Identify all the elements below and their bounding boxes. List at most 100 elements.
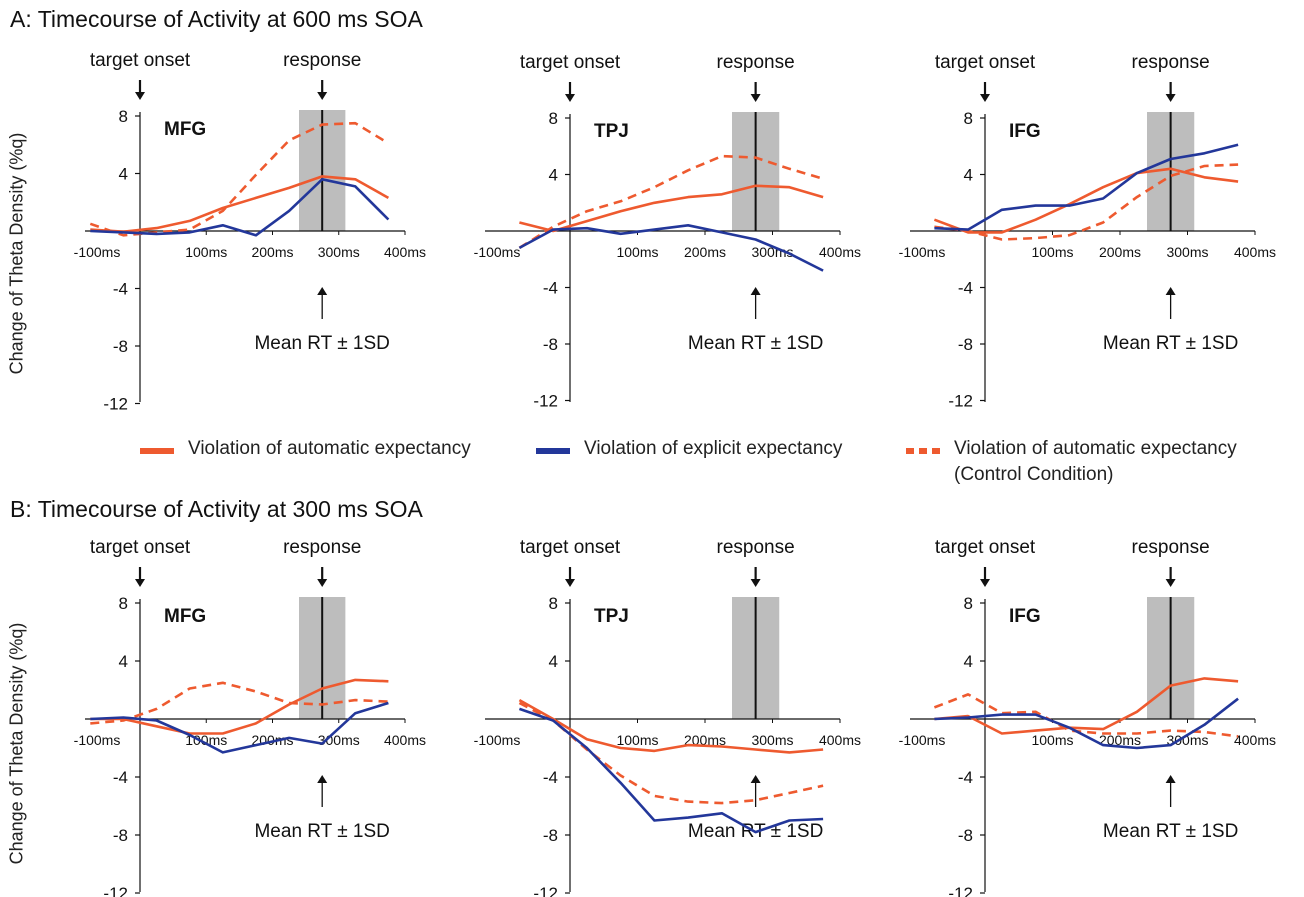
panel-a-tpj-explicit-line bbox=[518, 224, 824, 272]
panel-a-ifg-response-label: response bbox=[1132, 52, 1210, 73]
panel-a-mfg-y-tick-label: -4 bbox=[113, 280, 128, 299]
panel-b-mfg-y-tick-label: 8 bbox=[119, 594, 128, 613]
legend-label-2: (Control Condition) bbox=[954, 464, 1114, 485]
panel-b-tpj-response-arrow-head bbox=[750, 579, 761, 587]
panel-b-tpj-y-tick-label: 8 bbox=[549, 594, 558, 613]
panel-b-tpj-target-onset-label: target onset bbox=[520, 537, 621, 558]
panel-a-tpj-region-label: TPJ bbox=[594, 121, 629, 142]
panel-b-tpj-target-onset-arrow-head bbox=[565, 579, 575, 587]
panel-b-tpj-x-tick-label: 200ms bbox=[684, 732, 726, 748]
panel-b-mfg-x-tick-label: 400ms bbox=[384, 732, 426, 748]
panel-b-mfg-target-onset-label: target onset bbox=[90, 537, 191, 558]
panel-a-tpj-y-tick-label: 8 bbox=[549, 109, 558, 128]
legend-label: Violation of automatic expectancy bbox=[188, 438, 471, 459]
panel-b-tpj-y-tick-label: -12 bbox=[533, 884, 558, 897]
panel-b-tpj-x-tick-label: 100ms bbox=[616, 732, 658, 748]
panel-a-mfg-mean-rt-label: Mean RT ± 1SD bbox=[254, 333, 389, 354]
panel-a-ifg-target-onset-arrow-head bbox=[980, 94, 990, 102]
panel-b-ifg-target-onset-label: target onset bbox=[935, 537, 1036, 558]
panel-a-mfg-explicit-line bbox=[90, 178, 390, 237]
panel-a-tpj-response-arrow-head bbox=[750, 94, 761, 102]
panel-a-tpj-response-label: response bbox=[717, 52, 795, 73]
panel-a-ifg-x-tick-label: 400ms bbox=[1234, 244, 1276, 260]
panel-b-ifg-region-label: IFG bbox=[1009, 606, 1041, 627]
panel-b-ifg-x-tick-label: 200ms bbox=[1099, 732, 1141, 748]
panel-a-mfg-response-label: response bbox=[283, 50, 361, 71]
panel-a-ifg-x-tick-label: 200ms bbox=[1099, 244, 1141, 260]
panel-b-tpj-y-tick-label: -4 bbox=[543, 768, 558, 787]
panel-a-ifg-automatic-line bbox=[933, 167, 1239, 234]
panel-b-mfg-x-tick-label: -100ms bbox=[74, 732, 121, 748]
panel-a-mfg-x-tick-label: 200ms bbox=[251, 244, 293, 260]
panel-b-mfg-target-onset-arrow-head bbox=[135, 579, 145, 587]
panel-a-ifg-y-tick-label: -12 bbox=[948, 392, 973, 411]
panel-a-mfg-rt-arrow-head bbox=[317, 287, 328, 295]
panel-a-tpj-x-tick-label: 200ms bbox=[684, 244, 726, 260]
panel-b-tpj-region-label: TPJ bbox=[594, 606, 629, 627]
panel-a-mfg-x-tick-label: 400ms bbox=[384, 244, 426, 260]
panel-b-tpj-y-tick-label: -8 bbox=[543, 826, 558, 845]
panel-a-ifg-rt-arrow-head bbox=[1165, 287, 1176, 295]
panel-b-mfg-automatic-line bbox=[90, 678, 389, 735]
panel-b-tpj-rt-arrow-head bbox=[750, 775, 761, 783]
panel-b-tpj-automatic-line bbox=[518, 698, 824, 754]
panel-a-mfg-x-tick-label: 300ms bbox=[318, 244, 360, 260]
panel-a-mfg-x-tick-label: -100ms bbox=[74, 244, 121, 260]
legend-swatch-dashed-orange bbox=[906, 448, 940, 454]
panel-a-ifg-target-onset-label: target onset bbox=[935, 52, 1036, 73]
panel-a-mfg-y-tick-label: -8 bbox=[113, 337, 128, 356]
panel-b-ifg-x-tick-label: 400ms bbox=[1234, 732, 1276, 748]
panel-b-ifg-mean-rt-label: Mean RT ± 1SD bbox=[1103, 821, 1238, 842]
panel-b-ifg-explicit-line bbox=[934, 697, 1239, 750]
panel-a-tpj-control-line bbox=[518, 154, 824, 250]
panel-a-mfg-x-tick-label: 100ms bbox=[185, 244, 227, 260]
panel-a-ifg-x-tick-label: 100ms bbox=[1031, 244, 1073, 260]
panel-b-mfg-mean-rt-label: Mean RT ± 1SD bbox=[254, 821, 389, 842]
panel-a-mfg-region-label: MFG bbox=[164, 119, 206, 140]
panel-b-tpj-x-tick-label: 400ms bbox=[819, 732, 861, 748]
panel-b-mfg-control-line bbox=[90, 681, 389, 725]
panel-a-mfg-y-tick-label: -12 bbox=[103, 395, 128, 414]
panel-a-tpj-y-tick-label: -8 bbox=[543, 335, 558, 354]
panel-a-ifg-explicit-line bbox=[934, 143, 1239, 231]
panel-b-ifg-y-tick-label: 4 bbox=[964, 652, 973, 671]
panel-b-ifg-target-onset-arrow-head bbox=[980, 579, 990, 587]
panel-b-ifg-x-tick-label: -100ms bbox=[899, 732, 946, 748]
panel-b-mfg-x-tick-label: 300ms bbox=[318, 732, 360, 748]
panel-b-mfg-region-label: MFG bbox=[164, 606, 206, 627]
panel-b-tpj-x-tick-label: -100ms bbox=[474, 732, 521, 748]
panel-a-ifg-response-arrow-head bbox=[1165, 94, 1176, 102]
panel-b-tpj-response-label: response bbox=[717, 537, 795, 558]
panel-b-ifg-rt-arrow-head bbox=[1165, 775, 1176, 783]
panel-a-ifg-mean-rt-label: Mean RT ± 1SD bbox=[1103, 333, 1238, 354]
panel-b-ifg-y-tick-label: -4 bbox=[958, 768, 973, 787]
panel-a-tpj-y-tick-label: 4 bbox=[549, 166, 558, 185]
panel-a-tpj-x-tick-label: 400ms bbox=[819, 244, 861, 260]
panel-a-ifg-x-tick-label: 300ms bbox=[1166, 244, 1208, 260]
panel-b-ifg-x-tick-label: 300ms bbox=[1166, 732, 1208, 748]
panel-a-tpj-mean-rt-label: Mean RT ± 1SD bbox=[688, 333, 823, 354]
panel-a-tpj-y-tick-label: -12 bbox=[533, 392, 558, 411]
panel-a-mfg-response-arrow-head bbox=[317, 92, 328, 100]
panel-a-mfg-y-tick-label: 4 bbox=[119, 165, 128, 184]
panel-b-tpj-explicit-line bbox=[518, 707, 824, 834]
section-b-title: B: Timecourse of Activity at 300 ms SOA bbox=[10, 496, 423, 522]
legend-label: Violation of automatic expectancy bbox=[954, 438, 1237, 459]
panel-a-tpj-rt-arrow-head bbox=[750, 287, 761, 295]
panel-a-mfg-target-onset-arrow-head bbox=[135, 92, 145, 100]
panel-b-mfg-y-tick-label: 4 bbox=[119, 652, 128, 671]
panel-a-mfg-target-onset-label: target onset bbox=[90, 50, 191, 71]
panel-a-tpj-x-tick-label: 300ms bbox=[751, 244, 793, 260]
panel-b-mfg-y-tick-label: -4 bbox=[113, 768, 128, 787]
panel-a-mfg-automatic-line bbox=[90, 175, 390, 233]
panel-a-ifg-x-tick-label: -100ms bbox=[899, 244, 946, 260]
panel-b-ifg-y-tick-label: -8 bbox=[958, 826, 973, 845]
panel-a-tpj-target-onset-arrow-head bbox=[565, 94, 575, 102]
panel-a-ifg-control-line bbox=[934, 163, 1239, 241]
panel-a-ifg-y-tick-label: -8 bbox=[958, 335, 973, 354]
panel-a-mfg-y-tick-label: 8 bbox=[119, 107, 128, 126]
panel-b-mfg-rt-arrow-head bbox=[317, 775, 328, 783]
panel-b-tpj-x-tick-label: 300ms bbox=[751, 732, 793, 748]
panel-a-ifg-y-tick-label: -4 bbox=[958, 279, 973, 298]
